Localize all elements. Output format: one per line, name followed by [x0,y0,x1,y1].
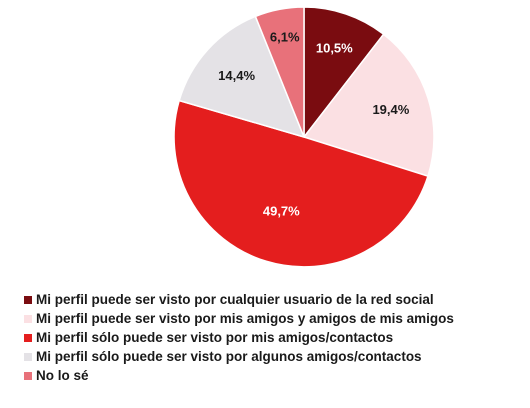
slice-value-label-2: 19,4% [372,102,409,117]
pie-slice-5 [254,6,305,138]
slice-value-label-1: 10,5% [316,40,353,55]
slice-value-label-4: 14,4% [218,68,255,83]
legend-item-4: Mi perfil sólo puede ser visto por algun… [24,347,524,366]
legend-item-3: Mi perfil sólo puede ser visto por mis a… [24,328,524,347]
slice-value-label-3: 49,7% [263,204,300,219]
legend-item-5: No lo sé [24,366,524,385]
legend-swatch-5 [24,371,32,380]
legend-swatch-2 [24,314,32,323]
legend-label-1: Mi perfil puede ser visto por cualquier … [36,292,434,307]
chart-legend: Mi perfil puede ser visto por cualquier … [24,290,524,385]
pie-slice-4 [178,15,306,139]
legend-swatch-4 [24,352,32,361]
legend-swatch-1 [24,295,32,304]
pie-slice-2 [302,33,435,178]
legend-label-5: No lo sé [36,368,89,383]
legend-label-2: Mi perfil puede ser visto por mis amigos… [36,311,454,326]
legend-item-2: Mi perfil puede ser visto por mis amigos… [24,309,524,328]
legend-label-3: Mi perfil sólo puede ser visto por mis a… [36,330,394,345]
pie-slice-1 [303,6,385,140]
legend-label-4: Mi perfil sólo puede ser visto por algun… [36,349,422,364]
legend-item-1: Mi perfil puede ser visto por cualquier … [24,290,524,309]
pie-chart-plot: 10,5% 19,4% 49,7% 14,4% 6,1% [173,6,435,268]
pie-slice-3 [173,99,429,268]
legend-swatch-3 [24,333,32,342]
slice-value-label-5: 6,1% [270,30,300,45]
